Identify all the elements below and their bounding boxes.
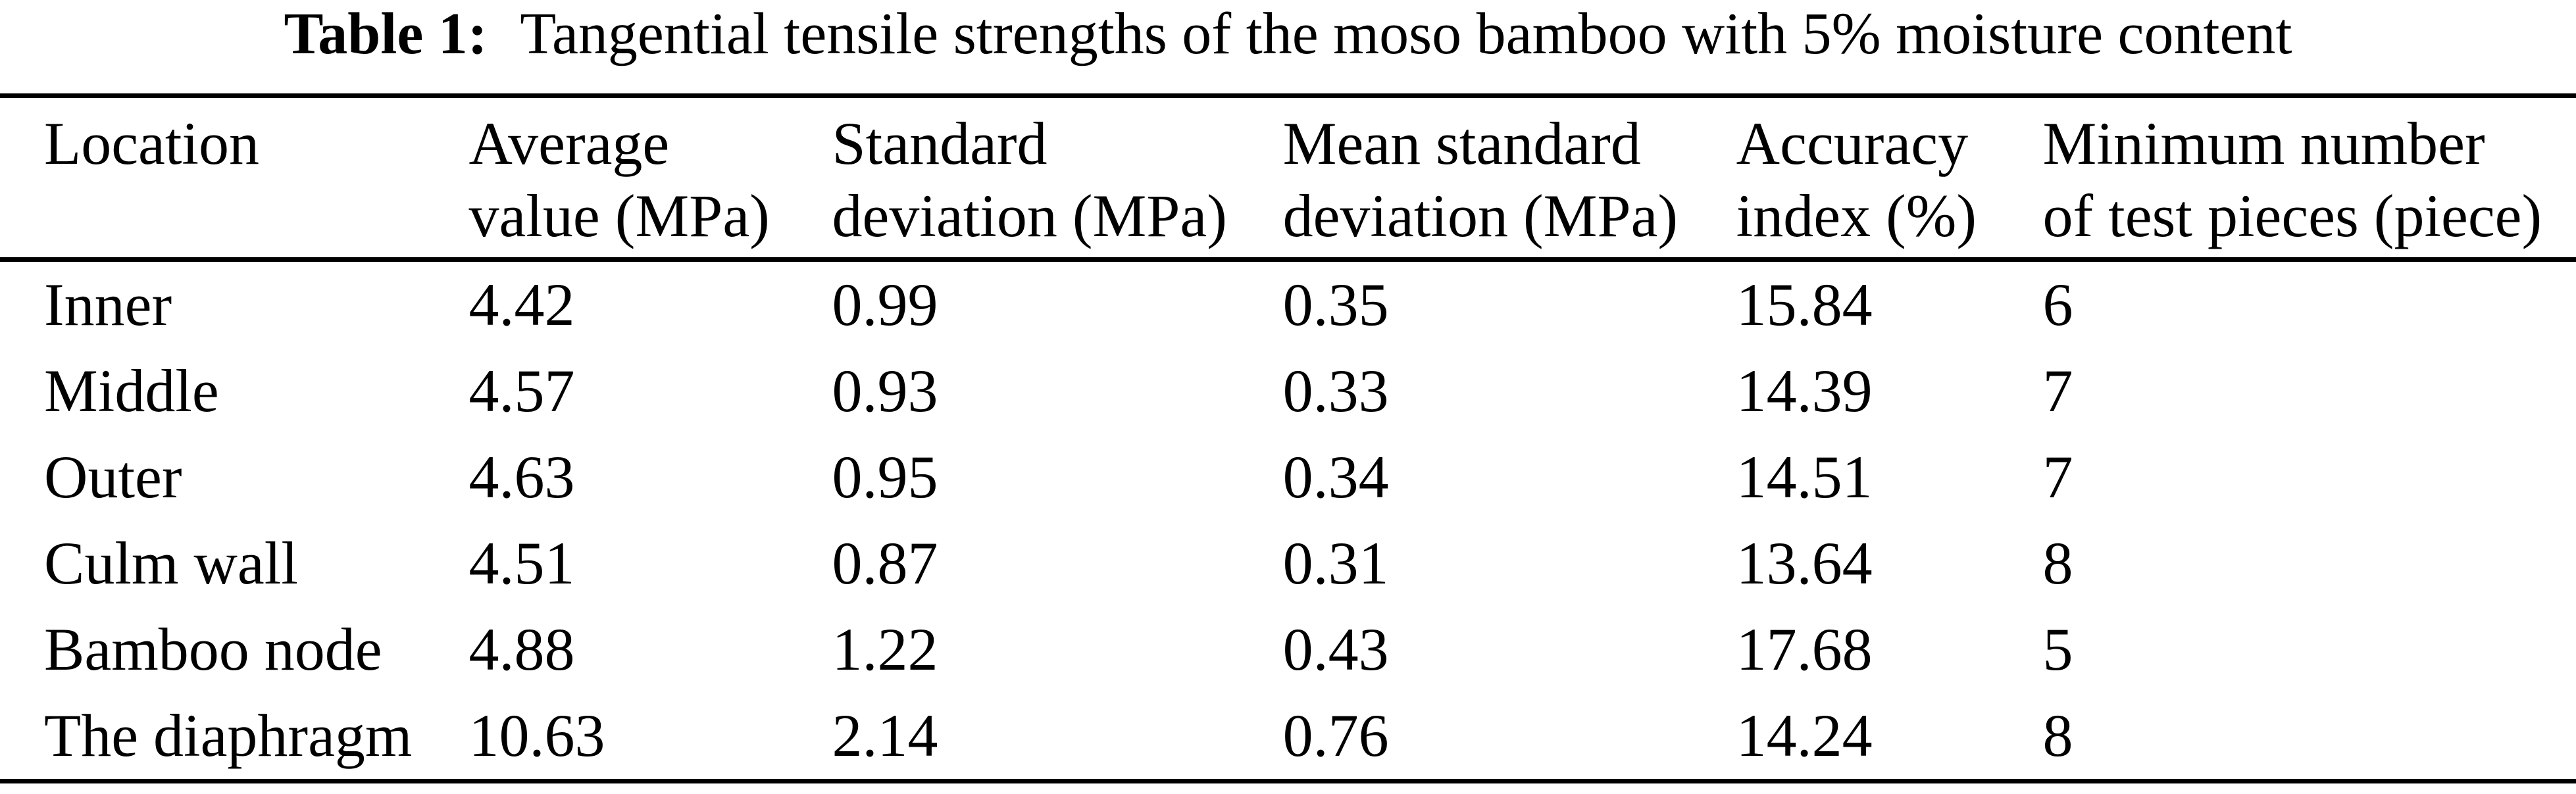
caption-label: Table 1: [284, 1, 488, 66]
table-cell: 4.57 [468, 357, 575, 424]
column-header-average-value: Average value (MPa) [468, 95, 832, 262]
table-cell: Culm wall [44, 530, 298, 597]
table-row: Outer 4.63 0.95 0.34 14.51 7 [0, 434, 2576, 520]
table-cell: 0.95 [832, 443, 938, 510]
column-header-accuracy-index: Accuracy index (%) [1736, 95, 2043, 262]
table-row: Middle 4.57 0.93 0.33 14.39 7 [0, 348, 2576, 434]
table-cell: 7 [2042, 443, 2073, 510]
column-header-min-test-pieces: Minimum number of test pieces (piece) [2042, 95, 2576, 262]
table-cell: 13.64 [1736, 530, 1873, 597]
table-cell: 8 [2042, 530, 2073, 597]
table-cell: 5 [2042, 616, 2073, 683]
table-cell: Bamboo node [44, 616, 382, 683]
data-table: Location Average value (MPa) Standard de… [0, 93, 2576, 783]
column-header-location: Location [0, 95, 469, 262]
table-cell: 8 [2042, 702, 2073, 769]
table-cell: Inner [44, 271, 172, 338]
table-cell: 6 [2042, 271, 2073, 338]
table-cell: 0.31 [1282, 530, 1389, 597]
table-cell: The diaphragm [44, 702, 413, 769]
table-cell: 14.51 [1736, 443, 1873, 510]
caption-text: Tangential tensile strengths of the moso… [520, 1, 2292, 66]
table-cell: 0.34 [1282, 443, 1389, 510]
table-row: Bamboo node 4.88 1.22 0.43 17.68 5 [0, 607, 2576, 693]
table-cell: 0.76 [1282, 702, 1389, 769]
table-row: The diaphragm 10.63 2.14 0.76 14.24 8 [0, 693, 2576, 782]
table-cell: 4.63 [468, 443, 575, 510]
table-cell: 0.93 [832, 357, 938, 424]
table-cell: 14.39 [1736, 357, 1873, 424]
column-header-std-deviation: Standard deviation (MPa) [832, 95, 1283, 262]
table-cell: 14.24 [1736, 702, 1873, 769]
table-cell: Outer [44, 443, 182, 510]
table-cell: 1.22 [832, 616, 938, 683]
table-cell: 17.68 [1736, 616, 1873, 683]
table-row: Inner 4.42 0.99 0.35 15.84 6 [0, 260, 2576, 349]
column-header-mean-std-dev: Mean standard deviation (MPa) [1282, 95, 1736, 262]
table-cell: 0.99 [832, 271, 938, 338]
table-cell: 0.43 [1282, 616, 1389, 683]
table-cell: 2.14 [832, 702, 938, 769]
table-row: Culm wall 4.51 0.87 0.31 13.64 8 [0, 520, 2576, 607]
table-cell: Middle [44, 357, 219, 424]
table-cell: 0.35 [1282, 271, 1389, 338]
table-cell: 0.33 [1282, 357, 1389, 424]
table-cell: 4.42 [468, 271, 575, 338]
table-cell: 0.87 [832, 530, 938, 597]
table-caption: Table 1: Tangential tensile strengths of … [0, 0, 2576, 93]
table-cell: 4.88 [468, 616, 575, 683]
table-cell: 7 [2042, 357, 2073, 424]
table-cell: 15.84 [1736, 271, 1873, 338]
header-row: Location Average value (MPa) Standard de… [0, 95, 2576, 262]
table-cell: 10.63 [468, 702, 605, 769]
table-cell: 4.51 [468, 530, 575, 597]
